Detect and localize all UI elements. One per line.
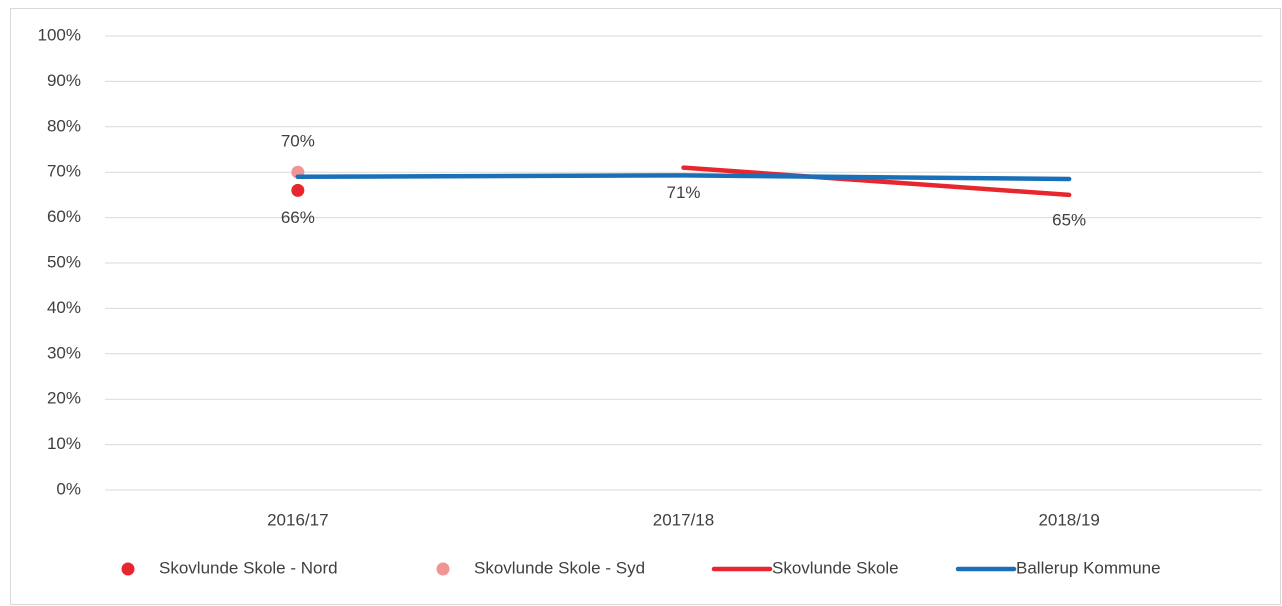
y-tick-label: 50% [47,252,81,271]
data-label: 66% [281,208,315,227]
y-tick-label: 100% [38,25,81,44]
legend-label: Skovlunde Skole - Syd [474,558,645,577]
y-tick-label: 70% [47,162,81,181]
data-label: 71% [666,183,700,202]
legend-label: Ballerup Kommune [1016,558,1161,577]
y-tick-label: 80% [47,116,81,135]
y-tick-label: 10% [47,434,81,453]
y-tick-label: 40% [47,298,81,317]
legend-marker [121,562,135,576]
x-tick-label: 2016/17 [267,510,328,529]
series-line [295,173,1072,182]
data-label: 65% [1052,210,1086,229]
marker [291,183,305,197]
y-tick-label: 60% [47,207,81,226]
x-tick-label: 2018/19 [1038,510,1099,529]
legend-label: Skovlunde Skole [772,558,899,577]
y-tick-label: 30% [47,343,81,362]
chart-frame [10,8,1281,605]
legend-label: Skovlunde Skole - Nord [159,558,338,577]
y-tick-label: 0% [56,479,81,498]
x-tick-label: 2017/18 [653,510,714,529]
legend-marker [436,562,450,576]
y-tick-label: 20% [47,389,81,408]
data-label: 70% [281,132,315,151]
series-line [681,165,1072,198]
y-tick-label: 90% [47,71,81,90]
